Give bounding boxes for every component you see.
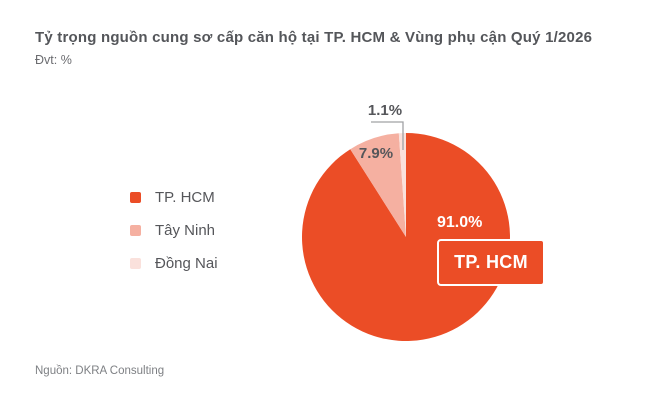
chart-title: Tỷ trọng nguồn cung sơ cấp căn hộ tại TP… [35,29,593,46]
legend-item-dongnai: Đồng Nai [130,254,218,273]
callout-line-dongnai [371,121,404,150]
pie-label-tayninh: 7.9% [359,145,393,162]
legend-label-dongnai: Đồng Nai [155,255,218,272]
tphcm-callout-label: TP. HCM [454,252,528,272]
legend-label-tayninh: Tây Ninh [155,222,216,239]
pie-slice-1 [350,133,406,237]
pie-slice-0 [301,133,510,341]
legend-item-tphcm: TP. HCM [130,188,218,207]
pie-label-tphcm: 91.0% [437,214,482,231]
legend: TP. HCM Tây Ninh Đồng Nai [130,188,218,287]
legend-item-tayninh: Tây Ninh [130,221,218,240]
tphcm-callout-badge: TP. HCM [437,239,545,286]
legend-swatch-tphcm-icon [130,192,141,203]
chart-unit: Đvt: % [35,53,72,67]
pie-label-dongnai: 1.1% [368,102,402,119]
legend-swatch-dongnai-icon [130,258,141,269]
pie-slices [301,133,510,341]
pie-slice-2 [398,133,406,237]
source-note: Nguồn: DKRA Consulting [35,365,165,377]
legend-label-tphcm: TP. HCM [155,189,215,206]
legend-swatch-tayninh-icon [130,225,141,236]
